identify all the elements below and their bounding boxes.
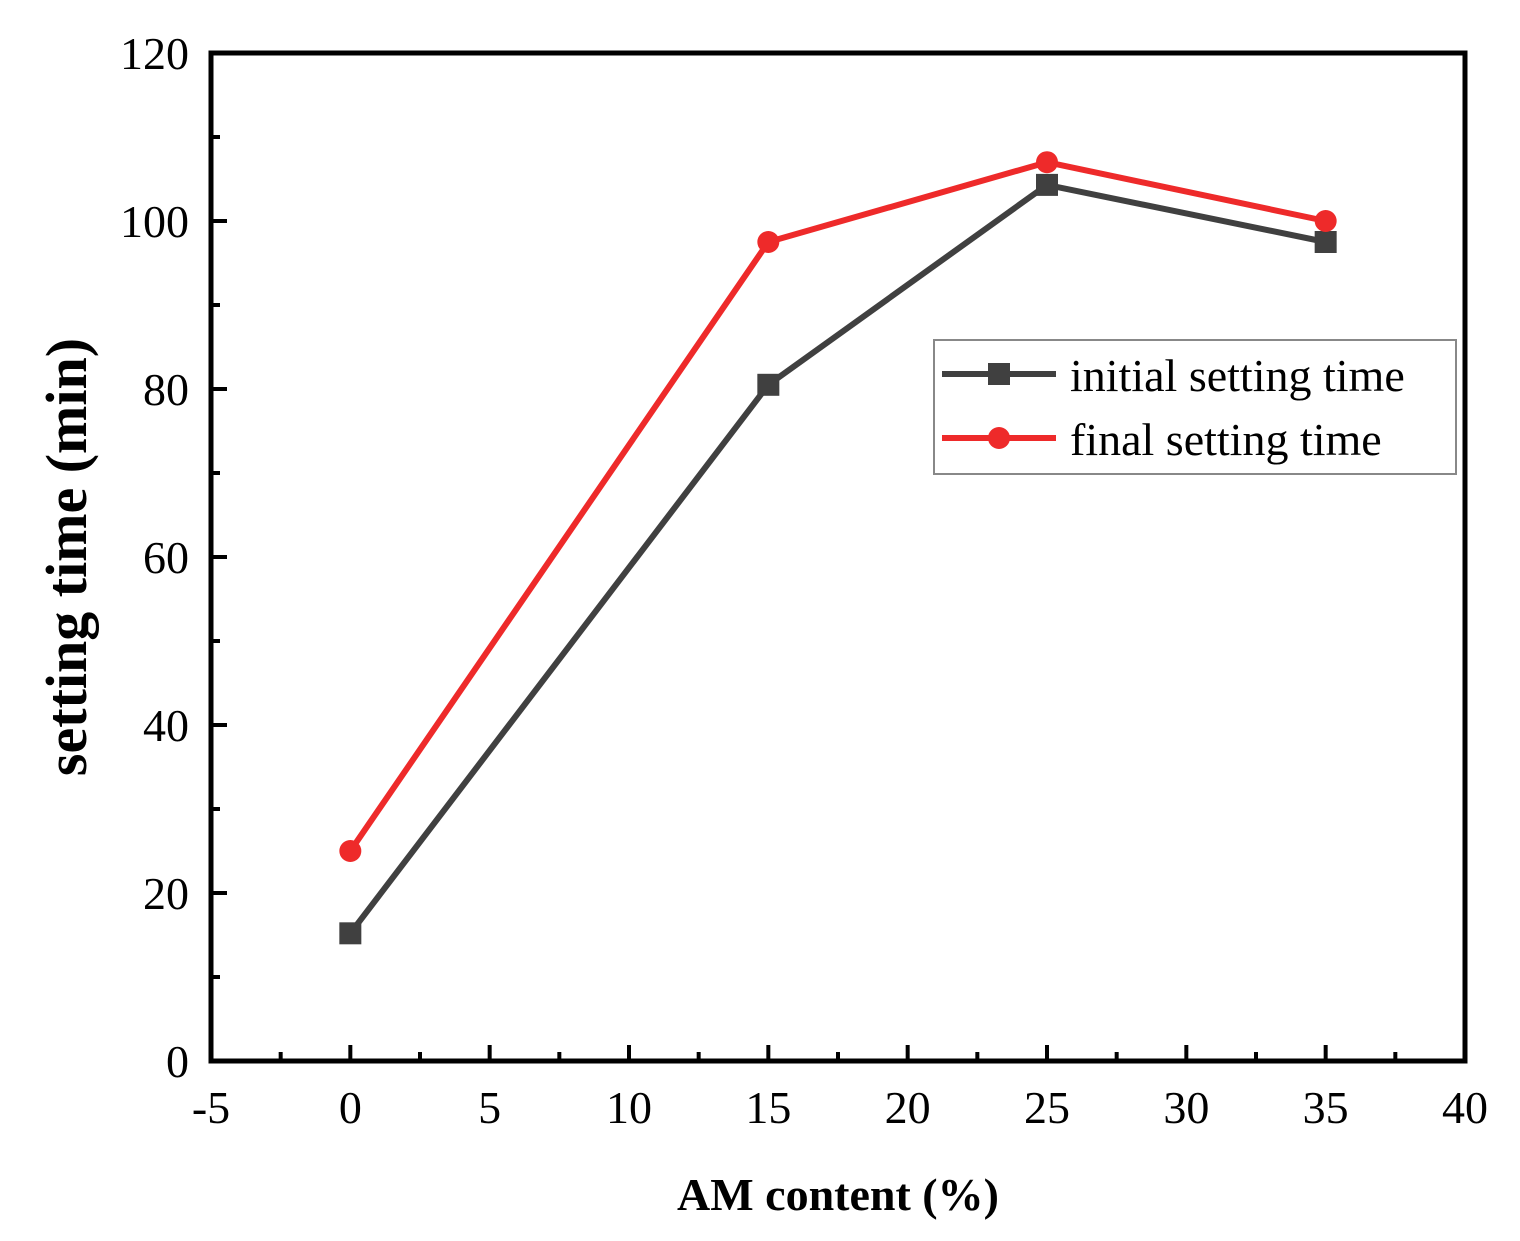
x-tick-label: 40	[1442, 1082, 1488, 1133]
x-tick-label: 0	[339, 1082, 362, 1133]
y-tick-label: 20	[143, 868, 189, 919]
legend: initial setting time final setting time	[933, 339, 1457, 475]
x-axis-ticks: -5 0 5 10 15 20 25 30 35 40	[192, 1045, 1488, 1133]
legend-label-initial: initial setting time	[1070, 350, 1405, 401]
x-tick-label: 35	[1303, 1082, 1349, 1133]
legend-label-final: final setting time	[1070, 414, 1382, 465]
data-point-initial	[1314, 231, 1337, 253]
plot-frame	[208, 50, 1468, 1064]
data-point-final	[1314, 210, 1337, 232]
x-tick-label: 10	[606, 1082, 652, 1133]
x-axis-title: AM content (%)	[677, 1169, 999, 1220]
series-layer	[339, 151, 1337, 945]
series-line-final	[347, 159, 1327, 853]
y-tick-label: 60	[143, 532, 189, 583]
x-tick-label: 30	[1163, 1082, 1209, 1133]
x-tick-label: -5	[192, 1082, 230, 1133]
x-tick-label: 25	[1024, 1082, 1070, 1133]
x-tick-label: 5	[478, 1082, 501, 1133]
data-point-initial	[1036, 173, 1058, 196]
y-axis-title: setting time (min)	[34, 338, 99, 776]
data-point-initial	[757, 373, 780, 396]
series-line-initial	[347, 181, 1327, 936]
y-tick-label: 40	[143, 700, 189, 751]
data-point-final	[1036, 151, 1058, 174]
data-point-final	[339, 840, 362, 862]
y-tick-label: 0	[166, 1036, 189, 1087]
y-tick-label: 120	[120, 28, 189, 79]
x-tick-label: 20	[885, 1082, 931, 1133]
legend-marker-final	[988, 427, 1010, 449]
data-point-final	[757, 231, 780, 253]
y-axis-ticks: 0 20 40 60 80 100 120	[120, 28, 227, 1087]
data-point-initial	[339, 922, 362, 945]
legend-box	[933, 339, 1457, 475]
y-tick-label: 80	[143, 364, 189, 415]
legend-marker-initial	[988, 363, 1010, 385]
x-tick-label: 15	[745, 1082, 791, 1133]
y-tick-label: 100	[120, 196, 189, 247]
